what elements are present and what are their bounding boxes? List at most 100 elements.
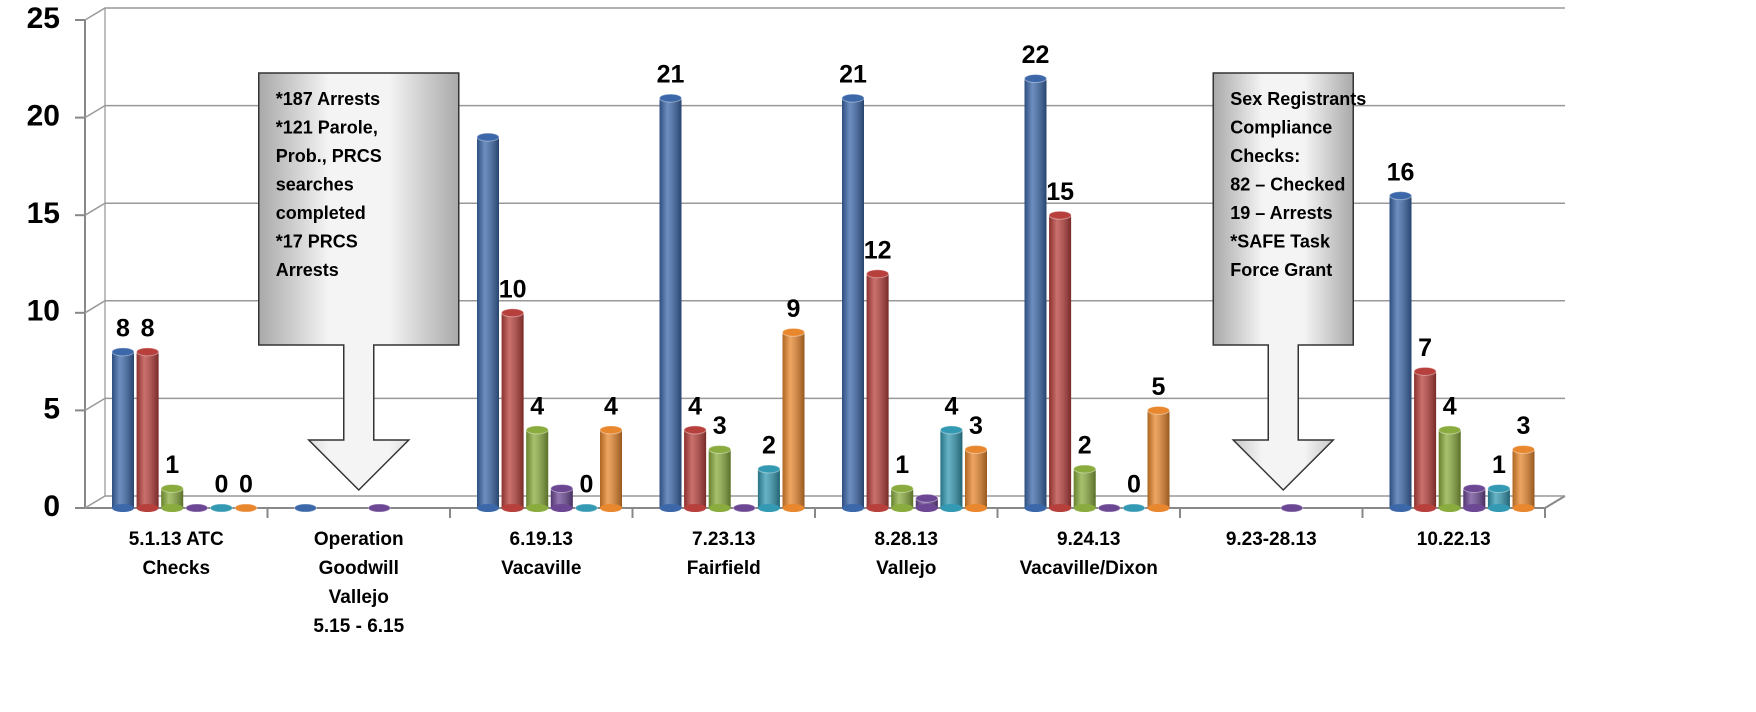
bar-shade bbox=[136, 351, 159, 508]
x-tick-label: Vacaville/Dixon bbox=[1020, 558, 1158, 579]
grid-line bbox=[84, 202, 1565, 216]
y-tick-label: 0 bbox=[43, 490, 60, 523]
data-label: 3 bbox=[713, 412, 727, 440]
data-label: 2 bbox=[762, 432, 776, 460]
bar-shade bbox=[757, 468, 780, 508]
bar-base bbox=[1512, 504, 1535, 512]
bar-top bbox=[574, 503, 598, 513]
bar-top bbox=[185, 503, 209, 513]
bar-shade bbox=[1414, 371, 1437, 508]
y-tick-label: 20 bbox=[27, 100, 60, 133]
bar-shade bbox=[1147, 410, 1170, 508]
y-tick-label: 10 bbox=[27, 295, 60, 328]
x-tick-label: Operation bbox=[314, 529, 404, 550]
bar-top bbox=[111, 347, 135, 357]
bar-shade bbox=[501, 312, 524, 508]
bar-shade bbox=[782, 332, 805, 508]
bar-top bbox=[1413, 366, 1437, 376]
bar-top bbox=[866, 269, 890, 279]
bar-top bbox=[367, 503, 391, 513]
bar-top bbox=[550, 483, 574, 493]
bar-base bbox=[1414, 504, 1437, 512]
x-tick-label: 8.28.13 bbox=[875, 529, 938, 550]
bar-base bbox=[1147, 504, 1170, 512]
bar-top bbox=[1462, 483, 1486, 493]
data-label: 4 bbox=[530, 393, 544, 421]
callout bbox=[1212, 72, 1354, 492]
data-label: 16 bbox=[1387, 158, 1415, 186]
bar-top bbox=[964, 444, 988, 454]
annotation-text: *121 Parole, bbox=[276, 117, 378, 137]
bar-shade bbox=[915, 498, 938, 508]
bar-shade bbox=[866, 273, 889, 508]
x-tick-label: 7.23.13 bbox=[692, 529, 755, 550]
bar-base bbox=[1049, 504, 1072, 512]
callout bbox=[258, 72, 460, 492]
annotation-text: completed bbox=[276, 203, 366, 223]
data-label: 9 bbox=[787, 295, 801, 323]
bar-shade bbox=[1487, 488, 1510, 508]
data-label: 2 bbox=[1078, 432, 1092, 460]
annotation-text: Compliance bbox=[1230, 117, 1332, 137]
y-tick-label: 25 bbox=[27, 2, 60, 35]
bar-base bbox=[866, 504, 889, 512]
bar-shade bbox=[1389, 195, 1412, 508]
bar-base bbox=[501, 504, 524, 512]
x-tick-label: 5.15 - 6.15 bbox=[313, 616, 404, 637]
data-label: 3 bbox=[1517, 412, 1531, 440]
bar-shade bbox=[965, 449, 987, 508]
data-label: 0 bbox=[214, 471, 228, 499]
bar-base bbox=[1463, 504, 1486, 512]
data-label: 4 bbox=[604, 393, 618, 421]
bar-base bbox=[708, 504, 731, 512]
annotation-text: 82 – Checked bbox=[1230, 174, 1345, 194]
bar-shade bbox=[1049, 215, 1072, 508]
data-label: 0 bbox=[579, 471, 593, 499]
bar-top bbox=[294, 503, 317, 513]
bar-top bbox=[136, 347, 160, 357]
data-label: 21 bbox=[839, 61, 867, 89]
bar-top bbox=[708, 444, 732, 454]
bar-shade bbox=[550, 488, 573, 508]
bar-base bbox=[526, 504, 549, 512]
x-tick-label: Goodwill bbox=[319, 558, 399, 579]
data-label: 3 bbox=[969, 412, 983, 440]
bar-base bbox=[659, 504, 682, 512]
bar-base bbox=[757, 504, 780, 512]
bar-base bbox=[915, 504, 938, 512]
bar-top bbox=[1280, 503, 1304, 513]
data-label: 1 bbox=[1492, 451, 1506, 479]
bar-base bbox=[684, 504, 707, 512]
bar-top bbox=[160, 483, 184, 493]
bar-base bbox=[1438, 504, 1461, 512]
bar-top bbox=[782, 327, 805, 337]
data-label: 8 bbox=[141, 314, 155, 342]
bar-top bbox=[1512, 444, 1535, 454]
data-label: 7 bbox=[1418, 334, 1432, 362]
annotation-text: Force Grant bbox=[1230, 260, 1332, 280]
annotation-text: Sex Registrants bbox=[1230, 89, 1366, 109]
annotation-text: Arrests bbox=[276, 260, 339, 280]
bar-base bbox=[600, 504, 622, 512]
data-label: 1 bbox=[165, 451, 179, 479]
bar-base bbox=[550, 504, 573, 512]
data-label: 1 bbox=[895, 451, 909, 479]
bar-top bbox=[476, 132, 500, 142]
bar-base bbox=[782, 504, 805, 512]
y-tick-label: 5 bbox=[43, 392, 60, 425]
bar-top bbox=[1487, 483, 1511, 493]
bar-base bbox=[477, 504, 499, 512]
bar-base bbox=[965, 504, 987, 512]
annotation-text: *17 PRCS bbox=[276, 231, 358, 251]
bar-shade bbox=[161, 488, 184, 508]
annotation-text: *SAFE Task bbox=[1230, 231, 1331, 251]
bar-top bbox=[915, 493, 939, 503]
bar-shade bbox=[940, 429, 963, 508]
data-label: 0 bbox=[1127, 471, 1141, 499]
bar-base bbox=[136, 504, 159, 512]
bar-shade bbox=[112, 351, 134, 508]
x-tick-label: 9.24.13 bbox=[1057, 529, 1120, 550]
bar-shade bbox=[684, 429, 707, 508]
data-label: 4 bbox=[688, 393, 702, 421]
